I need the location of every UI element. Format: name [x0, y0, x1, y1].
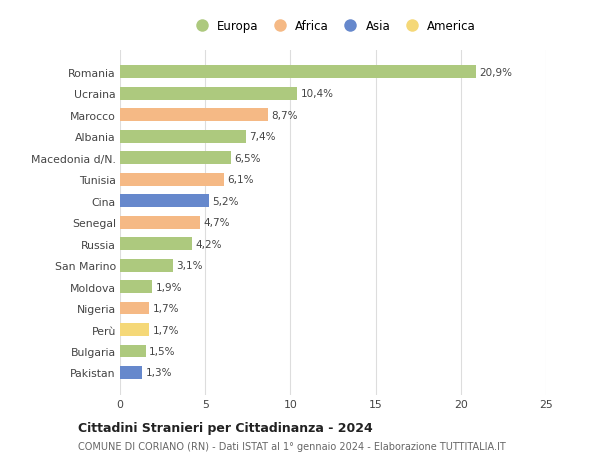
Text: 1,9%: 1,9% [156, 282, 182, 292]
Bar [120, 195, 209, 207]
Bar [120, 88, 297, 101]
Legend: Europa, Africa, Asia, America: Europa, Africa, Asia, America [185, 15, 481, 38]
Bar [120, 66, 476, 79]
Bar [120, 345, 146, 358]
Bar [120, 366, 142, 379]
Bar [120, 130, 246, 143]
Text: 20,9%: 20,9% [479, 67, 512, 78]
Text: 8,7%: 8,7% [272, 111, 298, 120]
Bar [120, 323, 149, 336]
Text: 1,5%: 1,5% [149, 346, 175, 356]
Text: Cittadini Stranieri per Cittadinanza - 2024: Cittadini Stranieri per Cittadinanza - 2… [78, 421, 373, 434]
Text: 10,4%: 10,4% [301, 89, 334, 99]
Text: COMUNE DI CORIANO (RN) - Dati ISTAT al 1° gennaio 2024 - Elaborazione TUTTITALIA: COMUNE DI CORIANO (RN) - Dati ISTAT al 1… [78, 441, 506, 451]
Text: 7,4%: 7,4% [250, 132, 276, 142]
Text: 1,7%: 1,7% [152, 325, 179, 335]
Text: 3,1%: 3,1% [176, 261, 203, 270]
Bar [120, 280, 152, 293]
Bar [120, 302, 149, 315]
Text: 4,7%: 4,7% [203, 218, 230, 228]
Bar [120, 109, 268, 122]
Bar [120, 152, 231, 165]
Text: 6,1%: 6,1% [227, 175, 254, 185]
Bar [120, 259, 173, 272]
Text: 4,2%: 4,2% [195, 239, 221, 249]
Bar [120, 216, 200, 229]
Bar [120, 238, 191, 251]
Text: 6,5%: 6,5% [234, 153, 260, 163]
Bar [120, 174, 224, 186]
Text: 1,7%: 1,7% [152, 303, 179, 313]
Text: 1,3%: 1,3% [146, 368, 172, 378]
Text: 5,2%: 5,2% [212, 196, 239, 206]
